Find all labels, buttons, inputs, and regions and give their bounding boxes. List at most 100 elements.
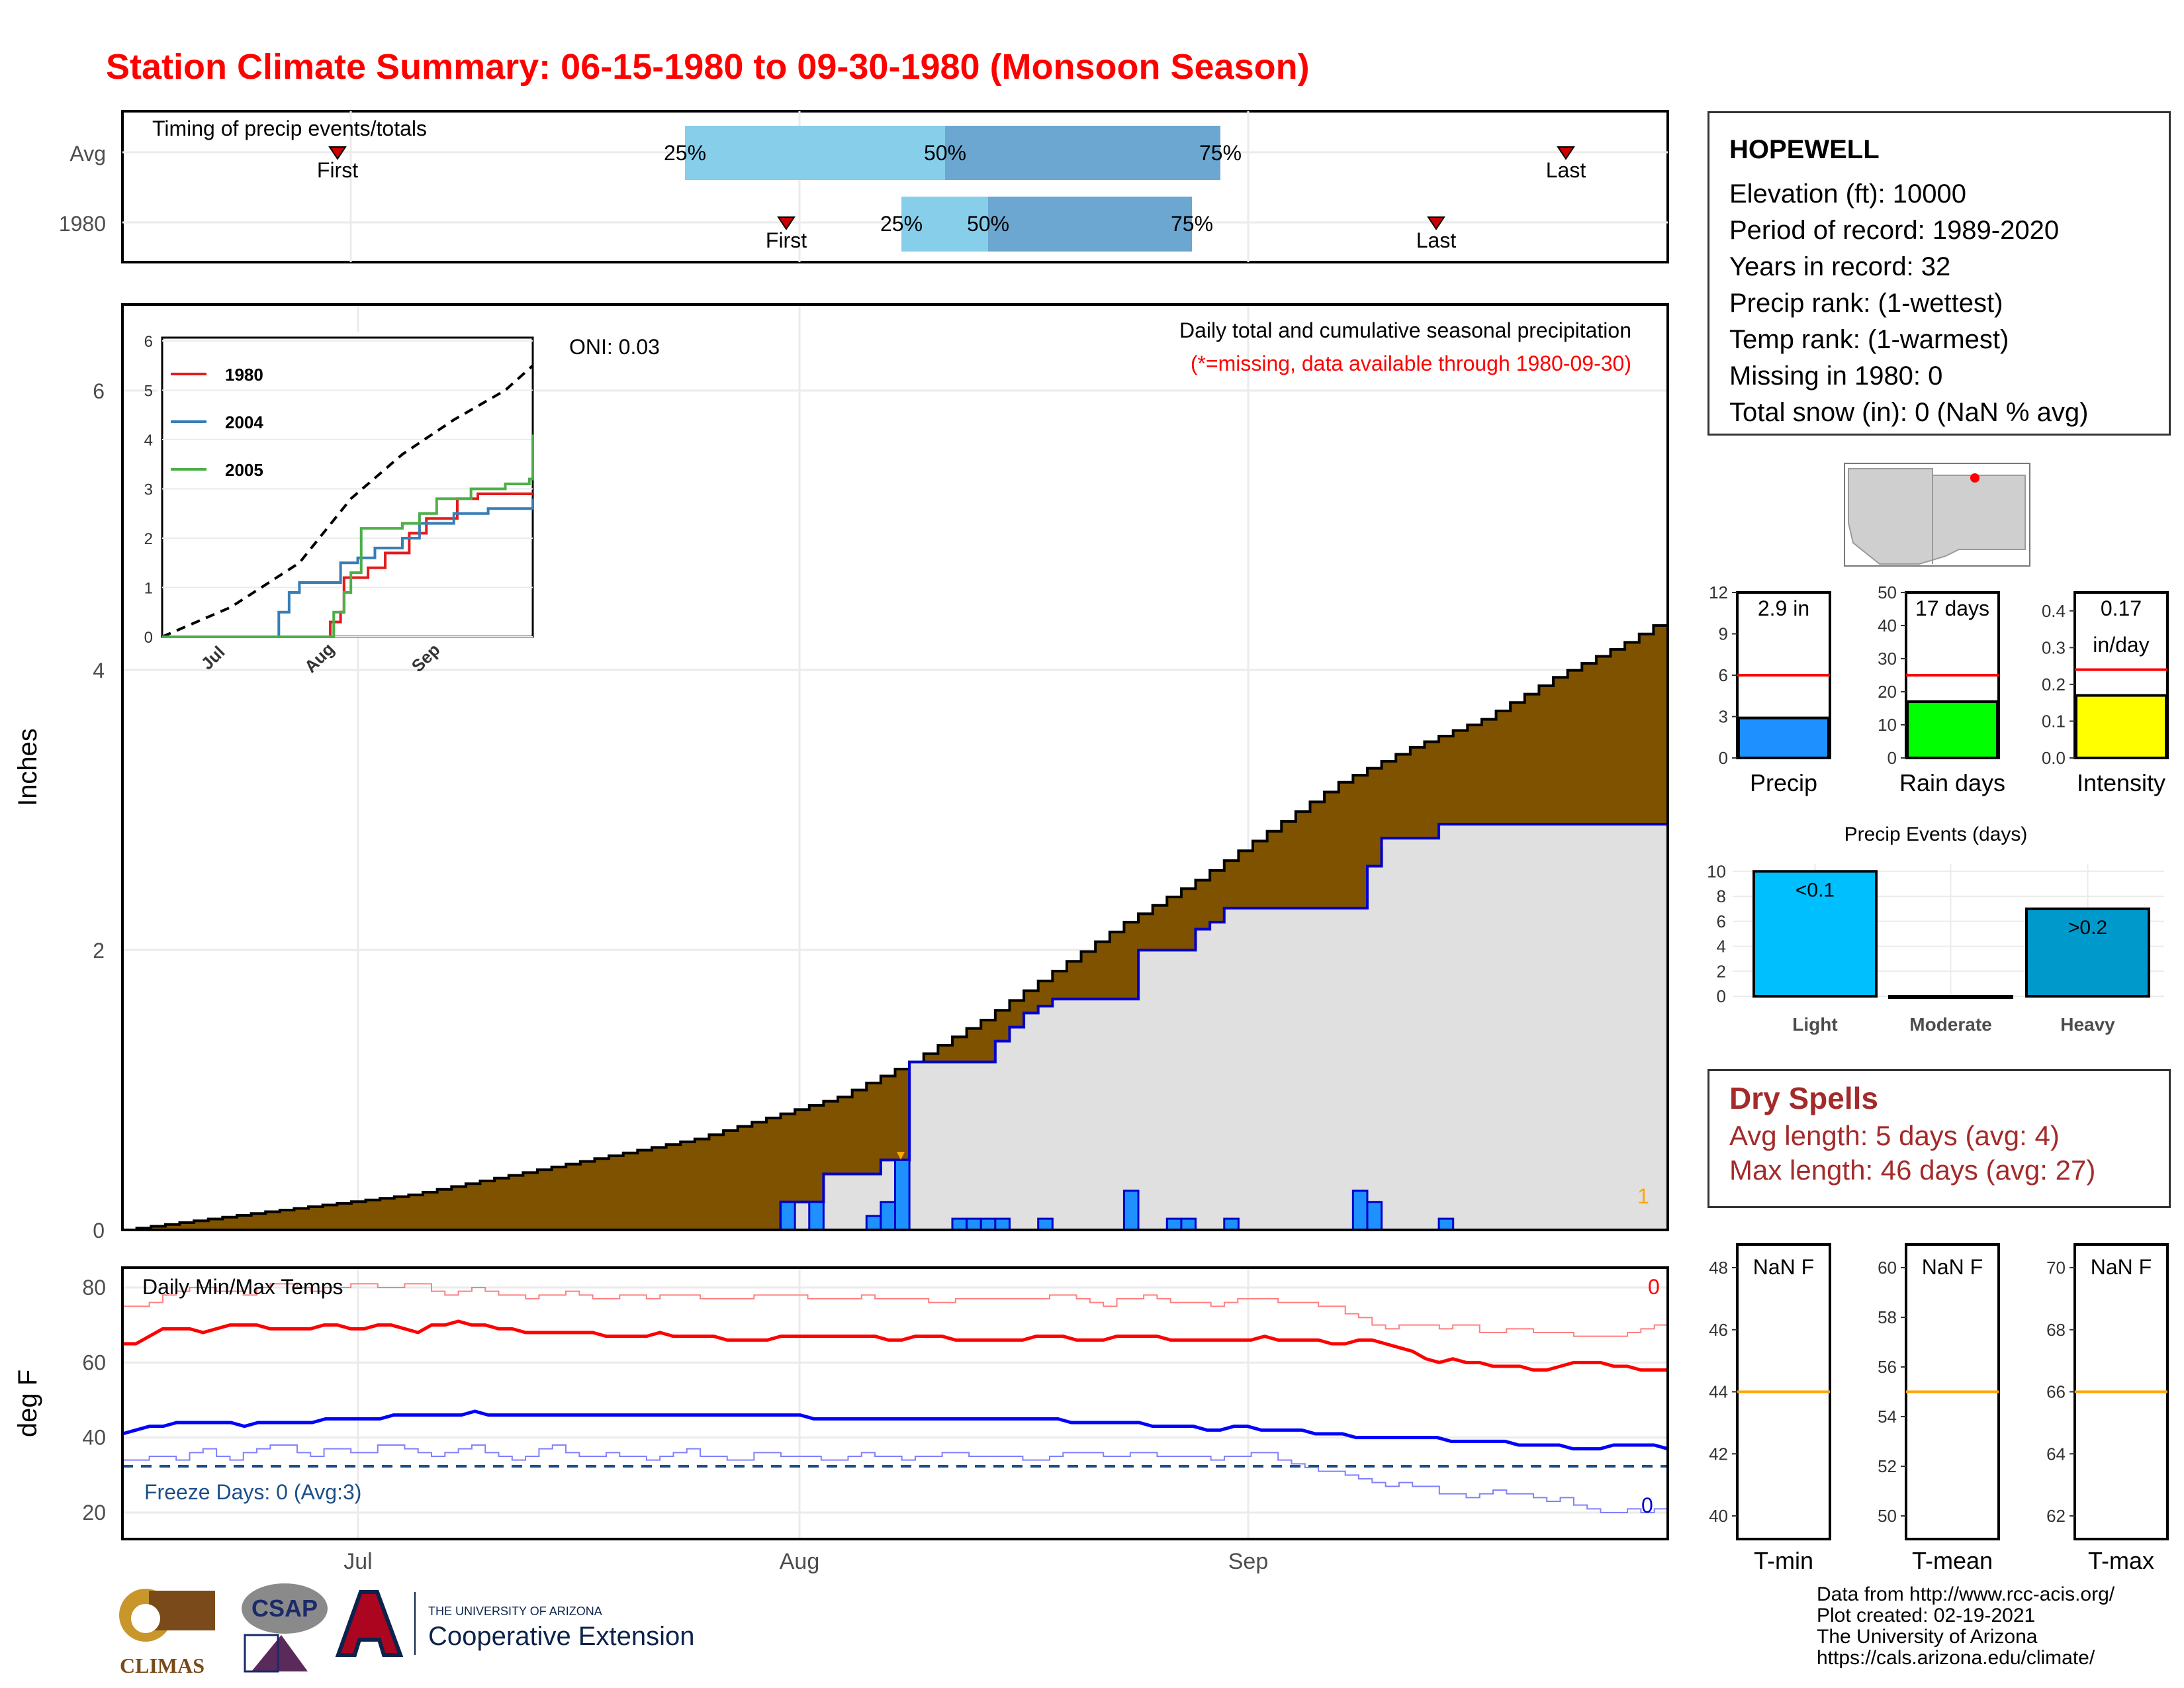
inset-ytick-0: 0 bbox=[144, 629, 153, 647]
mini-tick-label-0.1: 0.1 bbox=[2042, 711, 2066, 731]
events-category-heavy: Heavy bbox=[2060, 1014, 2115, 1035]
year-p25-label: 25% bbox=[880, 212, 923, 236]
avg-50-75-bar bbox=[945, 126, 1220, 180]
climas-text: CLIMAS bbox=[120, 1654, 205, 1677]
year-50-75-bar bbox=[988, 197, 1192, 252]
temp-line-1980-min bbox=[122, 1444, 1668, 1513]
year-last-marker bbox=[1427, 216, 1445, 230]
dry-spells-title: Dry Spells bbox=[1729, 1081, 1878, 1115]
mini-tick-label-12: 12 bbox=[1709, 583, 1728, 602]
station-location-dot bbox=[1970, 473, 1979, 483]
inset-ytick-3: 3 bbox=[144, 481, 153, 499]
temp-box-label: T-min bbox=[1754, 1547, 1813, 1574]
station-missing: Missing in 1980: 0 bbox=[1729, 361, 1943, 391]
daily-bar-8 bbox=[994, 1217, 1011, 1231]
avg-first-label: First bbox=[317, 158, 358, 182]
temp-box-tick-label-46: 46 bbox=[1709, 1320, 1728, 1340]
events-ytick-4: 4 bbox=[1717, 937, 1726, 957]
daily-bar-4 bbox=[894, 1158, 911, 1231]
page-title: Station Climate Summary: 06-15-1980 to 0… bbox=[106, 47, 1310, 87]
inset-line-2005 bbox=[162, 434, 534, 638]
dry-avg-length: Avg length: 5 days (avg: 4) bbox=[1729, 1120, 2060, 1151]
location-map bbox=[1844, 463, 2030, 567]
x-tick-jul: Jul bbox=[343, 1549, 372, 1574]
mini-bar-charts: 2.9 in 0 3 6 9 12 Precip 17 days 0 10 20 30 40 50 Rain… bbox=[1709, 583, 2169, 796]
timing-label: Timing of precip events/totals bbox=[152, 117, 427, 140]
mini-value-bar bbox=[1737, 716, 1830, 760]
temp-line-avg-max bbox=[122, 1319, 1668, 1372]
temp-box-tick-label-60: 60 bbox=[1878, 1258, 1897, 1278]
year-first-label: First bbox=[766, 228, 807, 252]
mini-value-text: 17 days bbox=[1915, 596, 1989, 620]
inset-ytick-5: 5 bbox=[144, 383, 153, 400]
temp-box-tick-label-58: 58 bbox=[1878, 1307, 1897, 1327]
events-ytick-0: 0 bbox=[1717, 986, 1726, 1006]
avg-p25-label: 25% bbox=[664, 141, 706, 165]
mini-tick-label-0.2: 0.2 bbox=[2042, 675, 2066, 694]
temp-box-value: NaN F bbox=[1753, 1255, 1814, 1279]
station-snow: Total snow (in): 0 (NaN % avg) bbox=[1729, 398, 2089, 427]
daily-bar-11 bbox=[1165, 1217, 1183, 1231]
credit-line-4: https://cals.arizona.edu/climate/ bbox=[1817, 1647, 2095, 1669]
daily-bar-15 bbox=[1366, 1201, 1383, 1231]
mini-tick-label-0.0: 0.0 bbox=[2042, 748, 2066, 768]
credits: Data from http://www.rcc-acis.org/ Plot … bbox=[1817, 1584, 2115, 1669]
mini-tick-label-40: 40 bbox=[1878, 616, 1897, 635]
ua-logo: THE UNIVERSITY OF ARIZONA Cooperative Ex… bbox=[335, 1590, 694, 1657]
temp-box-tick-label-70: 70 bbox=[2046, 1258, 2066, 1278]
mini-bar-rain-days: 17 days 0 10 20 30 40 50 Rain days bbox=[1878, 583, 2005, 796]
oni-label: ONI: 0.03 bbox=[569, 335, 660, 359]
avg-p75-label: 75% bbox=[1199, 141, 1242, 165]
daily-bar-1 bbox=[808, 1201, 825, 1231]
avg-p50-label: 50% bbox=[924, 141, 966, 165]
events-bar-light bbox=[1752, 870, 1878, 998]
mini-value-text: 2.9 in bbox=[1758, 596, 1809, 620]
timing-panel: Timing of precip events/totals Avg 1980 … bbox=[59, 110, 1669, 263]
ua-big-text: Cooperative Extension bbox=[428, 1622, 694, 1651]
daily-bar-13 bbox=[1223, 1217, 1240, 1231]
mini-bar-intensity: 0.17 in/day 0.0 0.1 0.2 0.3 0.4 Intensity bbox=[2042, 591, 2169, 796]
daily-bar-14 bbox=[1351, 1190, 1369, 1231]
credit-line-1: Data from http://www.rcc-acis.org/ bbox=[1817, 1583, 2115, 1605]
station-temp-rank: Temp rank: (1-warmest) bbox=[1729, 325, 2009, 354]
daily-bar-3 bbox=[880, 1201, 897, 1231]
station-precip-rank: Precip rank: (1-wettest) bbox=[1729, 289, 2003, 318]
csap-text: CSAP bbox=[251, 1595, 318, 1622]
temp-line-1980-max bbox=[122, 1283, 1668, 1337]
mini-value-text-2: in/day bbox=[2093, 633, 2149, 657]
temp-box-t-mean: NaN F 50 52 54 56 58 60 T-mean bbox=[1878, 1243, 2000, 1574]
temp-box-tick-label-40: 40 bbox=[1709, 1506, 1728, 1526]
year-p75-label: 75% bbox=[1171, 212, 1213, 236]
daily-bar-7 bbox=[979, 1217, 997, 1231]
events-ytick-2: 2 bbox=[1717, 961, 1726, 981]
precip-ylabel: Inches bbox=[13, 728, 42, 806]
mini-label: Intensity bbox=[2077, 769, 2165, 796]
dry-spells-box: Dry Spells Avg length: 5 days (avg: 4) M… bbox=[1707, 1069, 2171, 1208]
station-period: Period of record: 1989-2020 bbox=[1729, 216, 2060, 245]
daily-bar-6 bbox=[966, 1217, 982, 1231]
credit-line-2: Plot created: 02-19-2021 bbox=[1817, 1605, 2036, 1626]
events-bar-moderate bbox=[1888, 995, 2013, 999]
mini-value-bar bbox=[1906, 700, 1999, 759]
y-tick-4: 4 bbox=[93, 659, 105, 682]
mini-tick-label-50: 50 bbox=[1878, 583, 1897, 602]
station-years: Years in record: 32 bbox=[1729, 252, 1951, 281]
events-ytick-6: 6 bbox=[1717, 912, 1726, 931]
mini-label: Rain days bbox=[1899, 769, 2005, 796]
temp-boxes: NaN F 40 42 44 46 48 T-min NaN F 50 52 54 56 58 60 T-m… bbox=[1709, 1243, 2169, 1574]
avg-last-label: Last bbox=[1546, 158, 1586, 182]
station-elevation: Elevation (ft): 10000 bbox=[1729, 179, 1966, 209]
dry-max-length: Max length: 46 days (avg: 27) bbox=[1729, 1154, 2096, 1186]
inset-ytick-2: 2 bbox=[144, 530, 153, 548]
mini-tick-label-0.3: 0.3 bbox=[2042, 637, 2066, 657]
year-p50-label: 50% bbox=[967, 212, 1009, 236]
legend-2005: 2005 bbox=[225, 460, 263, 480]
inset-ytick-6: 6 bbox=[144, 333, 153, 351]
temp-ytick-80: 80 bbox=[82, 1276, 106, 1299]
mini-tick-label-30: 30 bbox=[1878, 649, 1897, 669]
mini-label: Precip bbox=[1750, 769, 1817, 796]
mini-tick-label-6: 6 bbox=[1719, 665, 1728, 685]
daily-bar-5 bbox=[951, 1217, 968, 1231]
timing-row-avg-label: Avg bbox=[69, 142, 106, 165]
legend-1980: 1980 bbox=[225, 365, 263, 385]
